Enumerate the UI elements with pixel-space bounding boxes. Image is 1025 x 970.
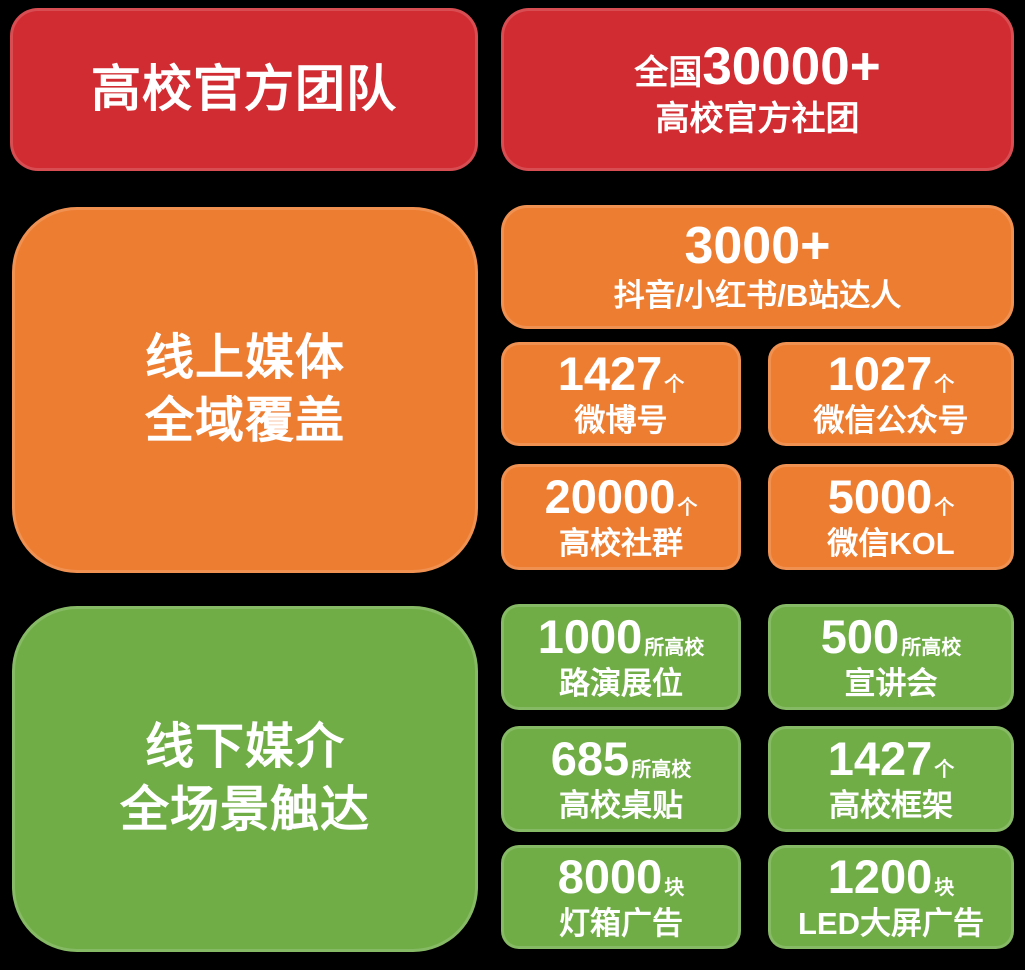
stat-number: 5000 (827, 469, 933, 523)
stat-number: 1427 (827, 731, 933, 785)
stat-card-campus-groups: 20000 个 高校社群 (501, 464, 741, 570)
stat-card-national-clubs: 全国 30000+ 高校官方社团 (501, 8, 1014, 171)
stat-card-led-screen-ads: 1200 块 LED大屏广告 (768, 845, 1014, 949)
offline-title-line1: 线下媒介 (144, 720, 345, 775)
stat-unit: 所高校 (901, 636, 962, 659)
stat-card-douyin-xhs-bilibili: 3000+ 抖音/小红书/B站达人 (501, 205, 1014, 329)
stat-prefix: 全国 (634, 54, 703, 93)
stat-number-line: 500 所高校 (821, 613, 961, 660)
online-title-line1: 线上媒体 (144, 331, 345, 386)
stat-number-line: 1427 个 (558, 350, 685, 397)
stat-number-line: 5000 个 (828, 473, 955, 520)
stat-number: 1000 (537, 609, 643, 663)
online-title-card: 线上媒体 全域覆盖 (12, 207, 478, 573)
stat-number-line: 8000 块 (558, 853, 685, 900)
stat-label: LED大屏广告 (798, 905, 984, 941)
stat-unit: 个 (934, 496, 955, 519)
stat-card-roadshow-booths: 1000 所高校 路演展位 (501, 604, 741, 710)
online-title: 线上媒体 全域覆盖 (145, 327, 345, 452)
stat-card-desk-stickers: 685 所高校 高校桌贴 (501, 726, 741, 832)
stat-unit: 个 (664, 373, 685, 396)
team-title-card: 高校官方团队 (10, 8, 478, 171)
stat-card-wechat-kol: 5000 个 微信KOL (768, 464, 1014, 570)
stat-card-lightbox-ads: 8000 块 灯箱广告 (501, 845, 741, 949)
offline-title-card: 线下媒介 全场景触达 (12, 606, 478, 952)
stat-label: 高校社群 (559, 525, 683, 561)
stat-card-wechat-official-accounts: 1027 个 微信公众号 (768, 342, 1014, 446)
team-title: 高校官方团队 (91, 61, 397, 117)
stat-number-line: 1000 所高校 (538, 613, 705, 660)
stat-unit: 所高校 (631, 758, 692, 781)
stat-unit: 个 (934, 758, 955, 781)
stat-number: 20000 (544, 469, 676, 523)
stat-number-line: 全国 30000+ (634, 39, 880, 95)
offline-title: 线下媒介 全场景触达 (120, 716, 370, 841)
stat-label: 高校框架 (829, 787, 953, 823)
online-title-line2: 全域覆盖 (144, 394, 345, 448)
stat-number: 1427 (557, 346, 663, 400)
offline-title-line2: 全场景触达 (119, 783, 370, 837)
stat-number: 1027 (827, 346, 933, 400)
stat-unit: 个 (677, 496, 698, 519)
stat-number: 30000+ (702, 37, 881, 97)
stat-label: 微博号 (574, 402, 668, 438)
stat-number-line: 1027 个 (828, 350, 955, 397)
stat-number-line: 1427 个 (828, 735, 955, 782)
stat-unit: 块 (934, 876, 955, 899)
stat-label: 高校桌贴 (559, 787, 683, 823)
stat-number: 3000+ (684, 217, 831, 276)
stat-card-campus-frames: 1427 个 高校框架 (768, 726, 1014, 832)
stat-label: 微信公众号 (813, 402, 969, 438)
stat-unit: 块 (664, 876, 685, 899)
stat-number-line: 20000 个 (545, 473, 698, 520)
stat-label: 宣讲会 (844, 665, 938, 701)
stat-number: 8000 (557, 849, 663, 903)
stat-number: 1200 (827, 849, 933, 903)
stat-label: 高校官方社团 (655, 99, 860, 138)
stat-card-info-sessions: 500 所高校 宣讲会 (768, 604, 1014, 710)
stat-number: 500 (820, 609, 900, 663)
stat-card-weibo: 1427 个 微博号 (501, 342, 741, 446)
stat-number-line: 685 所高校 (551, 735, 691, 782)
stat-number-line: 1200 块 (828, 853, 955, 900)
stat-label: 微信KOL (827, 525, 955, 561)
stat-unit: 所高校 (644, 636, 705, 659)
stat-label: 路演展位 (559, 665, 683, 701)
stat-unit: 个 (934, 373, 955, 396)
stat-label: 灯箱广告 (559, 905, 683, 941)
stat-label: 抖音/小红书/B站达人 (613, 278, 902, 314)
stat-number: 685 (550, 731, 630, 785)
